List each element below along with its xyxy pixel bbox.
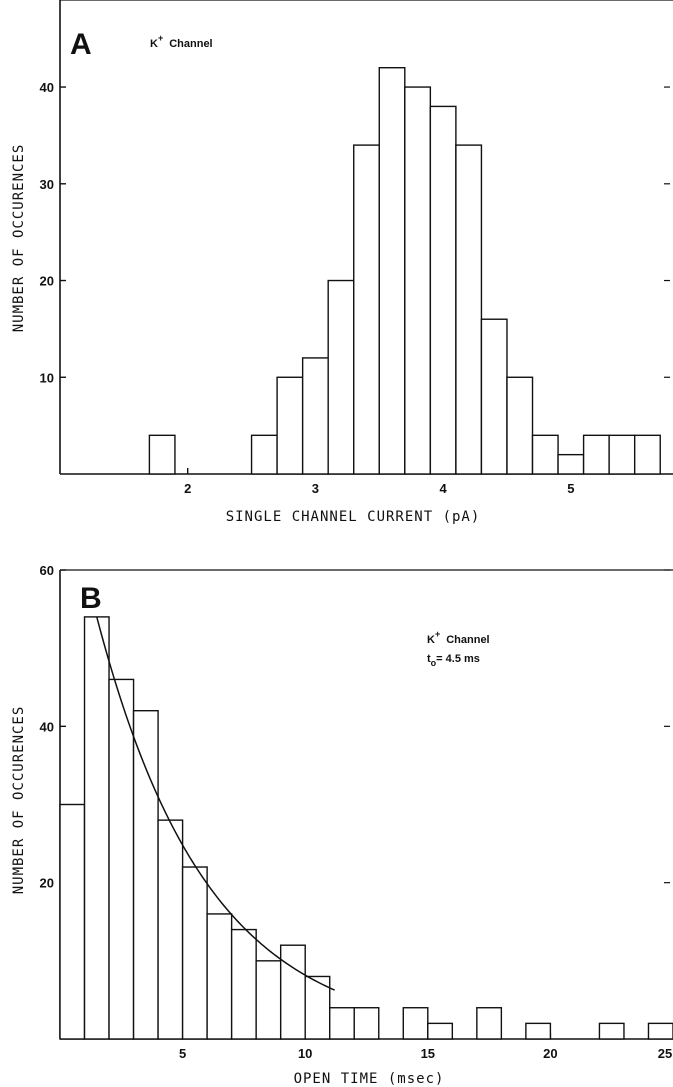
- panel-b-bar: [230, 928, 257, 1040]
- panel-a-bar: [301, 357, 329, 475]
- panel-b-bar: [255, 960, 282, 1040]
- panel-b-bars: [59, 616, 673, 1040]
- panel-b-bar: [83, 616, 110, 1040]
- panel-b-y-tick-label: 40: [40, 719, 54, 734]
- panel-a-y-tick-label: 10: [40, 370, 54, 385]
- panel-b-fit-annotation: to= 4.5 ms: [427, 653, 480, 668]
- panel-b-annotation-k: K: [427, 634, 435, 646]
- panel-b-annotation-plus: +: [435, 629, 440, 639]
- panel-a-bar: [633, 434, 661, 475]
- panel-b-bar: [402, 1007, 429, 1040]
- panel-b-bar: [525, 1022, 552, 1040]
- panel-a-annotation-k: K: [150, 38, 158, 50]
- panel-a-label: A: [70, 28, 92, 61]
- panel-b-bar: [108, 678, 135, 1040]
- panel-a-bar: [353, 144, 380, 475]
- panel-b-bar: [353, 1007, 380, 1040]
- panel-a-bar: [582, 434, 610, 475]
- panel-a-x-tick-label: 4: [440, 481, 448, 496]
- panel-a-y-axis-label: NUMBER OF OCCURENCES: [11, 144, 27, 333]
- panel-a-x-axis-label: SINGLE CHANNEL CURRENT (pA): [226, 509, 481, 525]
- panel-b-bar: [427, 1022, 454, 1040]
- panel-a-annotation-channel: Channel: [169, 38, 212, 50]
- panel-a-annotation-plus: +: [158, 33, 163, 43]
- panel-b-y-axis-label: NUMBER OF OCCURENCES: [11, 706, 27, 895]
- panel-a-bar: [608, 434, 636, 475]
- panel-b-y-tick-label: 20: [40, 876, 54, 891]
- panel-a-x-tick-label: 2: [184, 481, 191, 496]
- panel-a-y-tick-label: 40: [40, 80, 54, 95]
- panel-b-bar: [279, 944, 306, 1040]
- panel-a-bar: [276, 376, 304, 475]
- panel-b-bar: [59, 803, 86, 1040]
- panel-b-x-tick-label: 15: [421, 1046, 435, 1061]
- panel-b-fit-subscript: o: [431, 658, 437, 668]
- panel-a-channel-annotation: K+ Channel: [150, 33, 213, 50]
- panel-a-y-tick-label: 30: [40, 177, 54, 192]
- panel-b-x-tick-label: 5: [179, 1046, 186, 1061]
- panel-b-bar: [206, 913, 233, 1040]
- panel-b-y-ticks: 20 40 60: [40, 563, 670, 891]
- panel-b-label: B: [80, 582, 102, 615]
- panel-a-bar: [506, 376, 534, 475]
- panel-a-bar: [557, 453, 585, 475]
- panel-a-x-tick-label: 3: [312, 481, 319, 496]
- panel-b-fit-t: t: [427, 653, 431, 665]
- panel-a-bar: [455, 144, 483, 475]
- panel-b-y-tick-label: 60: [40, 563, 54, 578]
- panel-a-x-tick-label: 5: [567, 481, 574, 496]
- panel-a-bar: [480, 318, 508, 475]
- panel-b-bar: [329, 1007, 355, 1040]
- panel-b-x-axis-label: OPEN TIME (msec): [294, 1071, 445, 1087]
- panel-b-fit-value: = 4.5 ms: [436, 653, 480, 665]
- panel-a-bar: [404, 86, 432, 475]
- panel-a-y-tick-label: 20: [40, 274, 54, 289]
- panel-a-bar: [250, 434, 278, 475]
- panel-a-bar: [378, 67, 406, 475]
- panel-b-channel-annotation: K+ Channel: [427, 629, 490, 646]
- panel-b-x-tick-label: 10: [298, 1046, 312, 1061]
- panel-a: 10 20 30 40 2 3 4 5 A K+ Channel NUMBER OF OCCU…: [11, 0, 673, 525]
- panel-a-bar: [148, 434, 176, 475]
- panel-b-x-tick-label: 20: [543, 1046, 557, 1061]
- panel-a-bar: [531, 434, 559, 475]
- panel-b-bar: [181, 866, 208, 1040]
- panel-a-y-ticks: 10 20 30 40: [40, 80, 670, 385]
- panel-a-bar: [327, 279, 355, 475]
- panel-a-bar: [429, 105, 457, 475]
- panel-b-bar: [157, 819, 184, 1040]
- panel-b-bar: [647, 1022, 673, 1040]
- panel-b-bar: [598, 1022, 625, 1040]
- panel-b-bar: [476, 1007, 503, 1040]
- panel-a-bars: [148, 67, 661, 475]
- panel-b-x-tick-label: 25: [658, 1046, 672, 1061]
- panel-b-annotation-channel: Channel: [446, 634, 489, 646]
- panel-b-exponential-fit-curve: [96, 616, 335, 991]
- panel-b-bar: [132, 710, 159, 1040]
